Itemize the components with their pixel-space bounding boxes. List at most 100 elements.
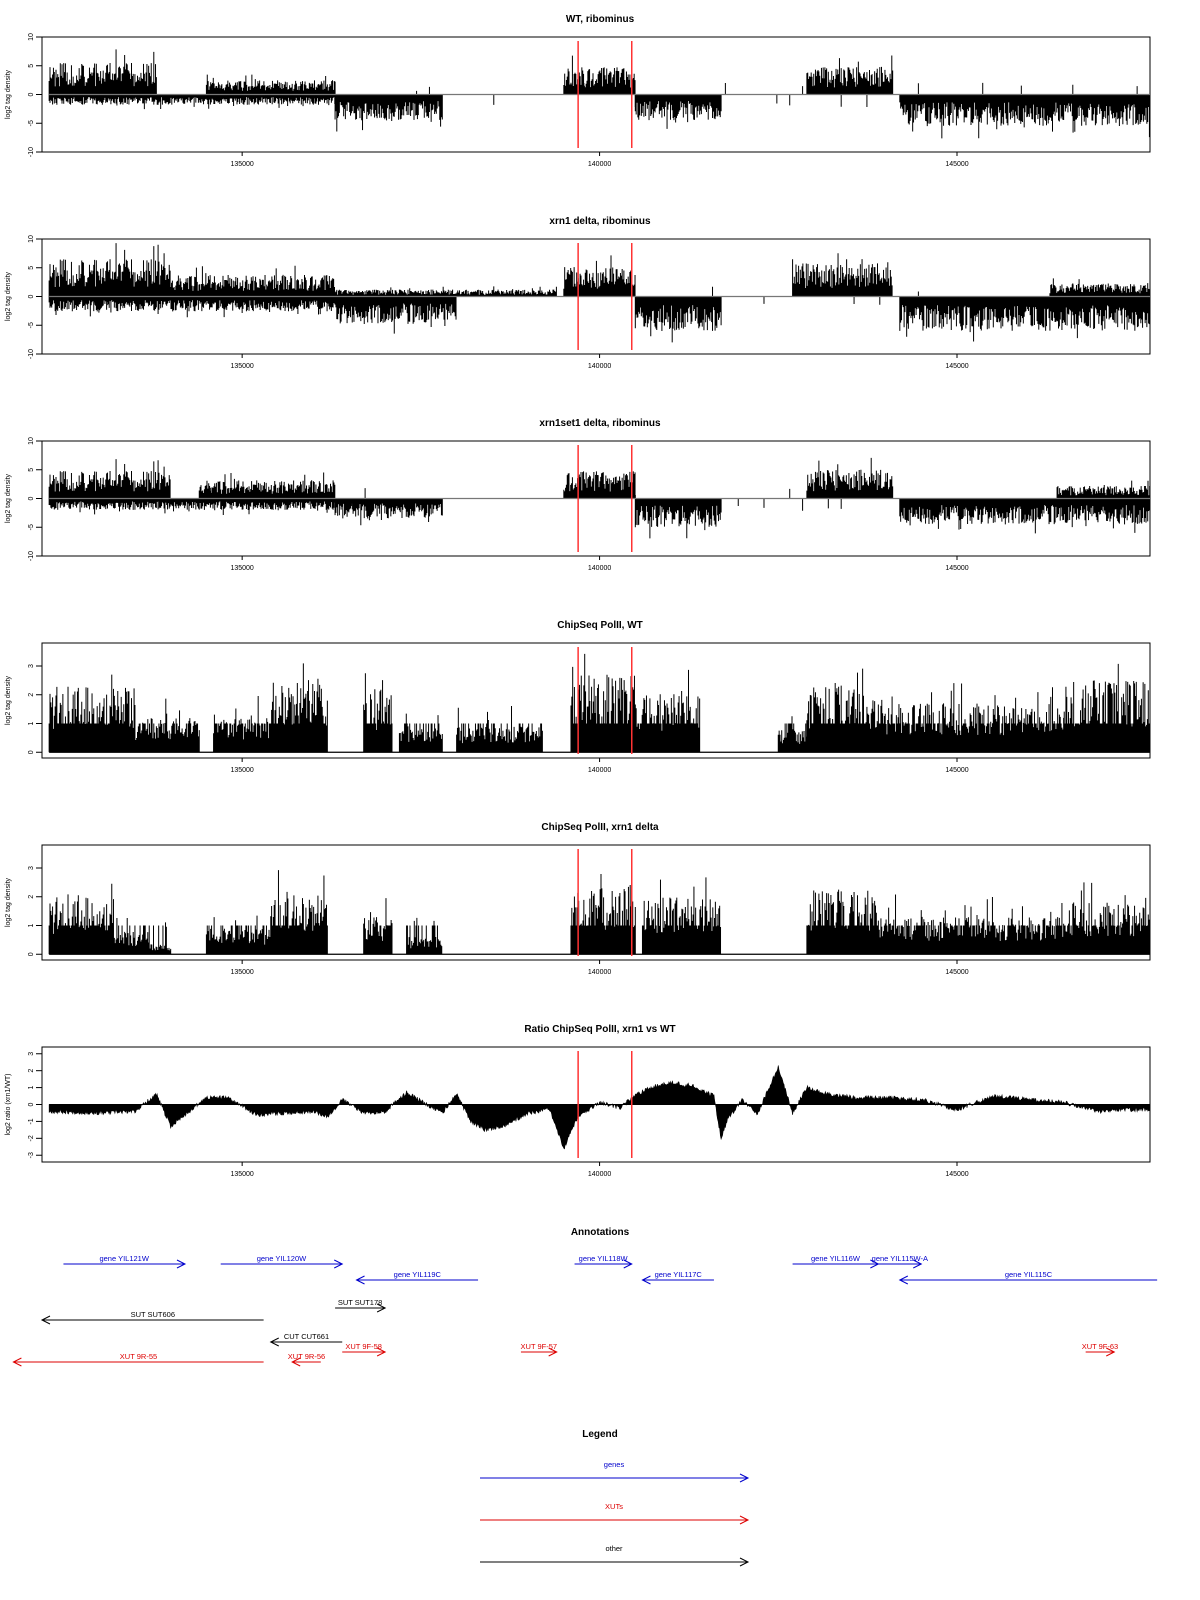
legend-entry-genes: genes	[480, 1460, 750, 1483]
panel-title: xrn1set1 delta, ribominus	[539, 418, 661, 429]
y-tick-label: 0	[28, 92, 35, 96]
x-axis: 135000 140000 145000	[230, 758, 969, 774]
x-tick-label: 135000	[230, 1171, 253, 1178]
x-tick-label: 145000	[945, 161, 968, 168]
panel-title: ChipSeq PolII, WT	[557, 620, 643, 631]
y-tick-label: 0	[28, 952, 35, 956]
y-tick-label: 1	[28, 1086, 35, 1090]
x-tick-label: 140000	[588, 565, 611, 572]
density-bars	[48, 243, 1150, 343]
feature-label: XUT 9F-63	[1082, 1342, 1119, 1351]
panel-title: ChipSeq PolII, xrn1 delta	[541, 822, 659, 833]
x-axis: 135000 140000 145000	[230, 1162, 969, 1178]
x-axis: 135000 140000 145000	[230, 152, 969, 168]
plot-area	[48, 647, 1151, 754]
annotation-xuts: XUT 9F-57	[521, 1342, 558, 1357]
arrow-head-icon	[739, 1473, 750, 1483]
y-tick-label: 10	[28, 33, 35, 41]
isolated-bars	[94, 283, 1100, 309]
y-tick-label: -10	[28, 551, 35, 561]
feature-label: gene YIL116W	[811, 1254, 861, 1263]
arrow-head-icon	[898, 1275, 909, 1285]
x-axis: 135000 140000 145000	[230, 960, 969, 976]
x-tick-label: 135000	[230, 767, 253, 774]
annotation-genes: gene YIL115C	[898, 1270, 1158, 1285]
arrow-head-icon	[376, 1303, 387, 1313]
feature-label: gene YIL115C	[1005, 1270, 1053, 1279]
feature-label: gene YIL121W	[99, 1254, 149, 1263]
y-tick-label: 0	[28, 496, 35, 500]
y-tick-label: 3	[28, 1052, 35, 1056]
y-tick-label: 5	[28, 468, 35, 472]
ratio-area	[48, 1065, 1151, 1150]
feature-label: gene YIL117C	[655, 1270, 703, 1279]
positive-strand-bars	[48, 653, 1151, 753]
positive-strand-bars	[48, 49, 894, 95]
y-axis-label: log2 tag density	[5, 877, 12, 927]
panel-title: WT, ribominus	[566, 14, 635, 25]
x-tick-label: 145000	[945, 767, 968, 774]
annotation-other: CUT CUT661	[269, 1332, 343, 1347]
y-tick-label: 2	[28, 895, 35, 899]
panel-1: WT, ribominus -10 -5 0 5 10 log2 tag density 13…	[5, 14, 1151, 168]
y-tick-label: -10	[28, 349, 35, 359]
annotation-genes: gene YIL121W	[63, 1254, 187, 1269]
y-tick-label: -5	[28, 322, 35, 328]
x-tick-label: 135000	[230, 363, 253, 370]
negative-strand-bars	[48, 296, 1150, 343]
feature-label: XUT 9F-58	[345, 1342, 382, 1351]
positive-strand-bars	[48, 243, 1150, 297]
y-axis-label: log2 tag density	[5, 473, 12, 523]
feature-label: gene YIL120W	[257, 1254, 307, 1263]
arrow-head-icon	[269, 1337, 279, 1347]
y-axis: -10 -5 0 5 10	[28, 235, 42, 359]
y-tick-label: 3	[28, 664, 35, 668]
plot-area	[48, 849, 1151, 956]
positive-strand-bars	[48, 457, 1151, 499]
x-tick-label: 145000	[945, 1171, 968, 1178]
annotation-genes: gene YIL115W-A	[872, 1254, 928, 1269]
panel-3: xrn1set1 delta, ribominus -10 -5 0 5 10 log2 t…	[5, 418, 1151, 572]
arrow-head-icon	[913, 1259, 923, 1269]
feature-label: SUT SUT606	[131, 1310, 175, 1319]
y-tick-label: 3	[28, 866, 35, 870]
arrow-head-icon	[623, 1259, 633, 1269]
arrow-head-icon	[548, 1347, 558, 1357]
x-tick-label: 140000	[588, 363, 611, 370]
panel-6: Ratio ChipSeq PolII, xrn1 vs WT -3 -2 -1 0 1 2…	[5, 1024, 1151, 1178]
arrow-head-icon	[12, 1357, 22, 1367]
y-tick-label: 0	[28, 294, 35, 298]
panel-title: Ratio ChipSeq PolII, xrn1 vs WT	[524, 1024, 675, 1035]
panel-title: xrn1 delta, ribominus	[549, 216, 651, 227]
x-axis: 135000 140000 145000	[230, 354, 969, 370]
y-tick-label: -2	[28, 1135, 35, 1141]
arrow-head-icon	[376, 1347, 387, 1357]
arrow-head-icon	[291, 1357, 301, 1367]
y-tick-label: 10	[28, 437, 35, 445]
x-tick-label: 135000	[230, 969, 253, 976]
density-bars	[48, 457, 1151, 539]
legend-entry-other: other	[480, 1544, 750, 1567]
panel-2: xrn1 delta, ribominus -10 -5 0 5 10 log2 tag d…	[5, 216, 1151, 370]
density-bars	[48, 870, 1151, 955]
x-tick-label: 145000	[945, 363, 968, 370]
feature-label: SUT SUT178	[338, 1298, 382, 1307]
y-tick-label: 0	[28, 750, 35, 754]
arrow-head-icon	[641, 1275, 651, 1285]
x-tick-label: 135000	[230, 565, 253, 572]
y-tick-label: -10	[28, 147, 35, 157]
y-tick-label: -5	[28, 524, 35, 530]
y-tick-label: 2	[28, 693, 35, 697]
panel-4: ChipSeq PolII, WT 0 1 2 3 log2 tag density 135…	[5, 620, 1151, 774]
plot-area	[48, 243, 1150, 350]
y-axis-label: log2 tag density	[5, 271, 12, 321]
annotation-other: SUT SUT178	[335, 1298, 387, 1313]
legend-label: genes	[604, 1460, 625, 1469]
legend-title: Legend	[582, 1429, 618, 1440]
negative-strand-bars	[48, 498, 1150, 539]
y-axis: 0 1 2 3	[28, 664, 42, 754]
feature-label: XUT 9R-55	[120, 1352, 157, 1361]
y-axis-label: log2 tag density	[5, 675, 12, 725]
feature-label: XUT 9F-57	[521, 1342, 558, 1351]
